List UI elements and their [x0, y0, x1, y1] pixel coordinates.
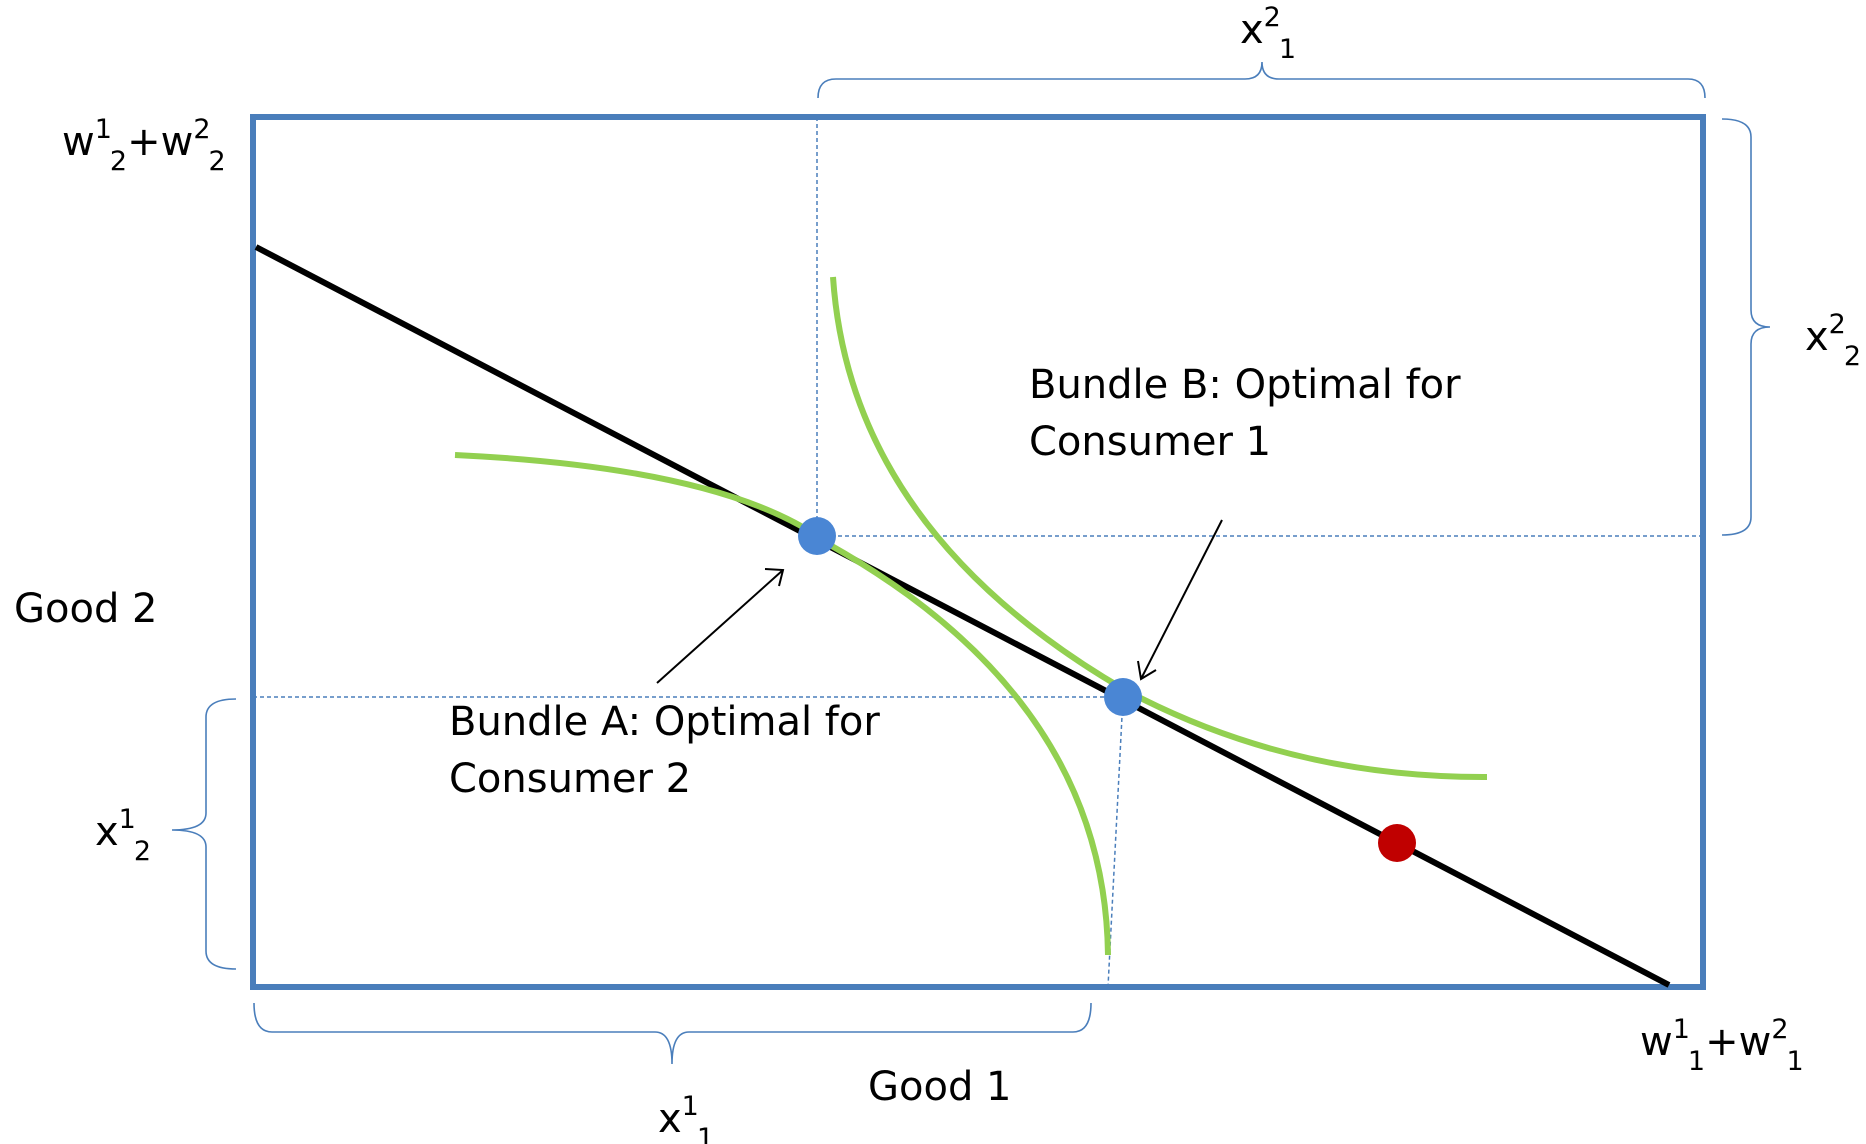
- arrow-bundle-a: [656, 569, 784, 684]
- label-bundle-a: Bundle A: Optimal for Consumer 2: [449, 699, 893, 802]
- label-w-total-good-2: w1 2+w2 2: [62, 114, 226, 177]
- endowment-point: [1378, 824, 1416, 862]
- label-x1-1: x1 1: [658, 1091, 714, 1144]
- bundle-a-point: [798, 517, 836, 555]
- braces: [171, 61, 1771, 1065]
- brace-x1-2: [171, 698, 237, 970]
- arrow-bundle-a-head: [764, 568, 785, 587]
- label-x2-2: x2 2: [1805, 309, 1861, 372]
- arrows: [656, 519, 1223, 684]
- bundle-b-point: [1104, 678, 1142, 716]
- indifference-curve-consumer-2: [454, 452, 1111, 956]
- label-bundle-b: Bundle B: Optimal for Consumer 1: [1029, 362, 1473, 465]
- label-good-2: Good 2: [14, 586, 158, 632]
- brace-x2-1: [817, 61, 1706, 99]
- brace-x1-1: [253, 1002, 1092, 1065]
- label-x1-2: x1 2: [95, 804, 151, 867]
- guide-lines: [253, 117, 1703, 988]
- edgeworth-box: [250, 114, 1706, 990]
- brace-x2-2: [1721, 118, 1771, 536]
- label-x2-1: x2 1: [1240, 2, 1296, 65]
- label-w-total-good-1: w1 1+w2 1: [1640, 1014, 1804, 1077]
- indifference-curve-consumer-1: [830, 276, 1488, 781]
- arrow-bundle-b-head: [1137, 660, 1157, 681]
- label-good-1: Good 1: [868, 1064, 1012, 1110]
- arrow-bundle-b: [1140, 519, 1223, 680]
- indifference-curves: [454, 276, 1488, 956]
- budget-line: [254, 244, 1671, 988]
